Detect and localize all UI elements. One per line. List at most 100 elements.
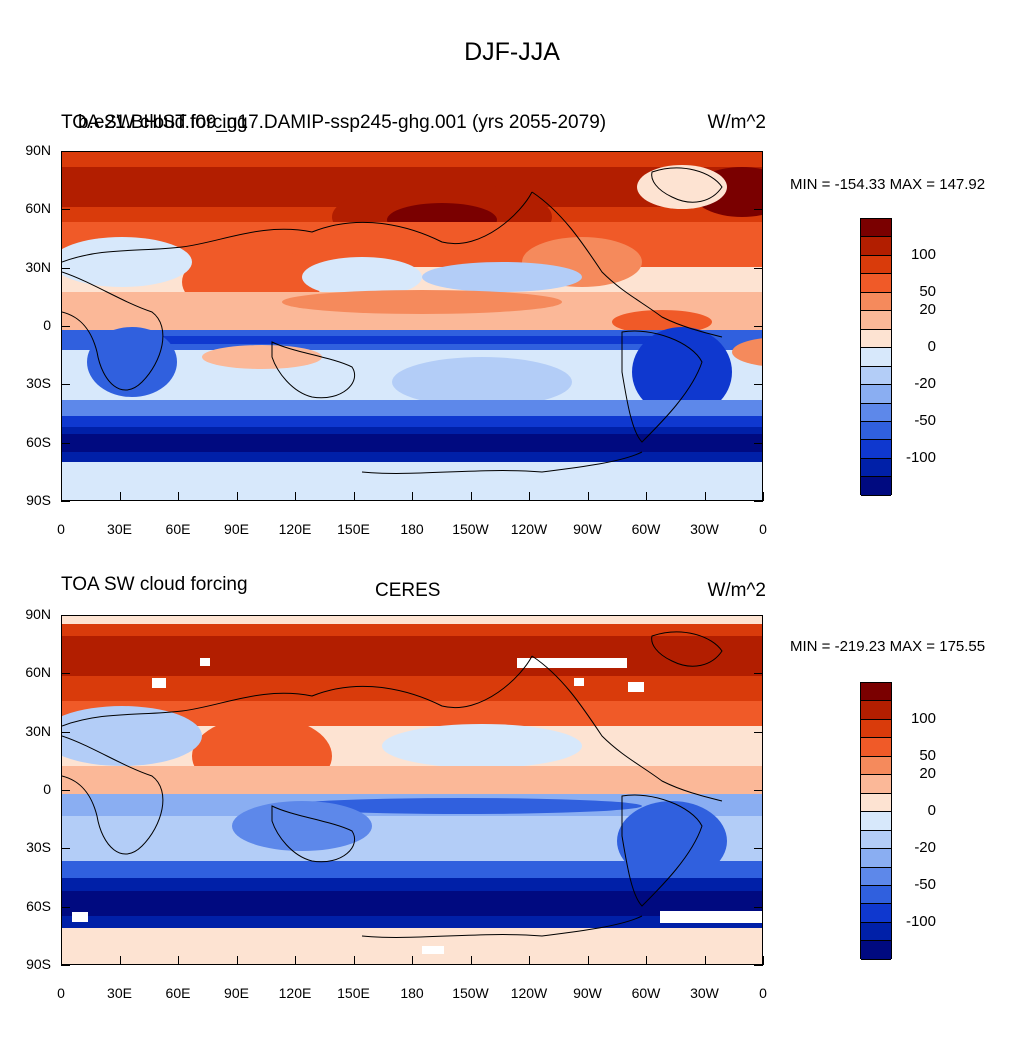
- panel-center-title: b.e21.BHIST.f09_g17.DAMIP-ssp245-ghg.001…: [78, 112, 607, 133]
- latitude-tick: [754, 673, 763, 675]
- longitude-label: 150W: [452, 985, 489, 1001]
- colorbar-swatch: [861, 219, 891, 238]
- longitude-label: 90E: [224, 521, 249, 537]
- latitude-label: 60S: [26, 433, 51, 450]
- colorbar-swatch: [861, 366, 891, 386]
- longitude-tick: [704, 956, 706, 965]
- longitude-tick: [353, 956, 355, 965]
- longitude-tick: [529, 956, 530, 965]
- colorbar-swatch: [861, 348, 891, 367]
- latitude-label: 60S: [26, 897, 51, 914]
- longitude-label: 60W: [631, 985, 661, 1001]
- longitude-label: 60E: [165, 521, 191, 537]
- latitude-tick: [61, 906, 70, 908]
- longitude-tick: [587, 492, 589, 501]
- latitude-tick: [61, 615, 70, 616]
- latitude-label: 30N: [25, 258, 51, 275]
- latitude-tick: [61, 501, 70, 502]
- latitude-tick: [61, 731, 70, 733]
- colorbar-tick-label: 50: [919, 746, 936, 764]
- latitude-label: 0: [43, 781, 51, 797]
- model-map: [61, 151, 763, 501]
- longitude-tick: [763, 956, 764, 965]
- latitude-tick: [754, 151, 763, 152]
- colorbar-swatch: [861, 237, 891, 256]
- latitude-tick: [754, 267, 763, 269]
- latitude-tick: [754, 501, 763, 502]
- latitude-tick: [754, 965, 763, 966]
- colorbar-swatch: [861, 885, 891, 905]
- longitude-label: 120E: [278, 521, 312, 537]
- latitude-tick: [61, 442, 70, 444]
- min-max-readout: MIN = -154.33 MAX = 147.92: [790, 176, 986, 193]
- panel-center-title: CERES: [375, 580, 441, 601]
- longitude-tick: [646, 492, 647, 501]
- latitude-label: 0: [43, 317, 51, 333]
- longitude-tick: [587, 956, 589, 965]
- longitude-tick: [178, 492, 179, 501]
- longitude-label: 0: [759, 521, 767, 537]
- latitude-tick: [754, 731, 763, 733]
- colorbar-swatch: [861, 922, 891, 942]
- longitude-label: 30W: [690, 521, 719, 537]
- latitude-label: 30S: [26, 839, 51, 856]
- longitude-label: 120E: [278, 985, 312, 1001]
- colorbar: [860, 218, 892, 496]
- longitude-label: 90W: [573, 521, 602, 537]
- colorbar-swatch: [861, 385, 891, 404]
- longitude-tick: [119, 492, 121, 501]
- latitude-tick: [61, 673, 70, 675]
- latitude-label: 90N: [25, 142, 51, 158]
- colorbar-tick-label: -20: [914, 375, 936, 393]
- colorbar-swatch: [861, 311, 891, 330]
- latitude-label: 60N: [25, 200, 51, 217]
- colorbar-swatch: [861, 812, 891, 831]
- colorbar-swatch: [861, 793, 891, 813]
- latitude-tick: [61, 267, 70, 269]
- colorbar-tick-label: 20: [919, 765, 936, 783]
- latitude-tick: [61, 384, 70, 386]
- panel-units: W/m^2: [707, 580, 766, 601]
- latitude-tick: [754, 615, 763, 616]
- colorbar-swatch: [861, 458, 891, 478]
- colorbar-swatch: [861, 849, 891, 868]
- colorbar-swatch: [861, 867, 891, 886]
- longitude-label: 180: [400, 521, 424, 537]
- colorbar-swatch: [861, 329, 891, 349]
- colorbar-swatch: [861, 904, 891, 923]
- longitude-tick: [412, 492, 413, 501]
- latitude-label: 90N: [25, 606, 51, 622]
- colorbar-swatch: [861, 421, 891, 441]
- latitude-tick: [61, 209, 70, 211]
- colorbar: [860, 682, 892, 960]
- model-panel: TOA SW cloud forcing b.e21.BHIST.f09_g17…: [0, 110, 1024, 580]
- longitude-label: 180: [400, 985, 424, 1001]
- longitude-label: 0: [57, 985, 65, 1001]
- longitude-label: 30E: [107, 521, 132, 537]
- latitude-tick: [61, 848, 70, 850]
- latitude-label: 60N: [25, 664, 51, 681]
- longitude-tick: [763, 492, 764, 501]
- colorbar-swatch: [861, 403, 891, 422]
- longitude-tick: [236, 956, 238, 965]
- longitude-label: 0: [57, 521, 65, 537]
- longitude-tick: [353, 492, 355, 501]
- latitude-tick: [754, 326, 763, 327]
- latitude-tick: [754, 848, 763, 850]
- colorbar-tick-label: 0: [927, 338, 936, 356]
- longitude-label: 60W: [631, 521, 661, 537]
- colorbar-swatch: [861, 477, 891, 496]
- longitude-label: 0: [759, 985, 767, 1001]
- colorbar-tick-label: -100: [905, 449, 936, 467]
- longitude-label: 30E: [107, 985, 132, 1001]
- longitude-label: 150E: [337, 521, 370, 537]
- longitude-label: 120W: [510, 985, 548, 1001]
- longitude-tick: [470, 956, 472, 965]
- latitude-tick: [754, 209, 763, 211]
- longitude-tick: [236, 492, 238, 501]
- longitude-tick: [412, 956, 413, 965]
- colorbar-swatch: [861, 292, 891, 312]
- latitude-tick: [61, 326, 70, 327]
- colorbar-swatch: [861, 440, 891, 459]
- longitude-label: 90W: [573, 985, 602, 1001]
